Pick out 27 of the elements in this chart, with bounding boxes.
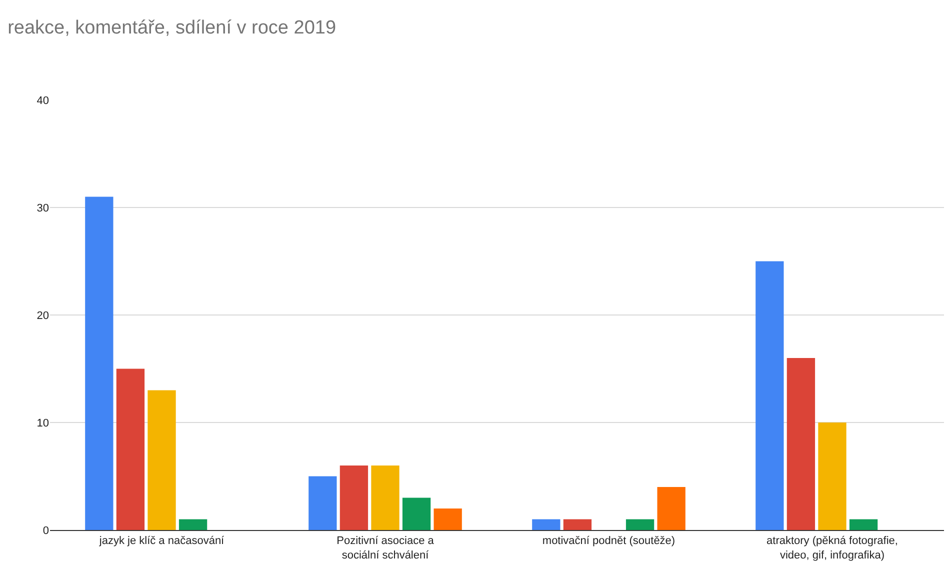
x-tick-label: jazyk je klíč a načasování	[98, 535, 226, 548]
y-tick-label: 30	[36, 202, 49, 214]
y-tick-label: 0	[42, 524, 49, 537]
bar	[626, 519, 654, 530]
bar	[340, 466, 368, 530]
bar	[532, 519, 560, 530]
bar	[148, 390, 176, 530]
chart-title: reakce, komentáře, sdílení v roce 2019	[8, 17, 336, 38]
bar	[657, 487, 686, 530]
bar	[371, 466, 400, 530]
bar	[786, 358, 816, 530]
x-tick-label: atraktory (pěkná fotografie, video, gif, infografika)	[766, 535, 898, 562]
bar	[402, 498, 431, 530]
bar	[178, 519, 208, 530]
y-tick-label: 40	[36, 94, 49, 107]
bar	[85, 196, 114, 530]
x-tick-label: motivační podnět (soutěže)	[542, 535, 676, 548]
x-tick-label: Pozitivní asociace a sociální schválení	[336, 535, 435, 562]
y-tick-label: 10	[36, 417, 49, 430]
bar	[116, 368, 145, 530]
y-tick-label: 20	[36, 310, 49, 322]
bar	[756, 261, 784, 530]
bar	[849, 519, 878, 530]
bar	[434, 508, 462, 530]
bar	[308, 476, 337, 530]
bar	[818, 422, 846, 530]
bar	[563, 519, 592, 530]
